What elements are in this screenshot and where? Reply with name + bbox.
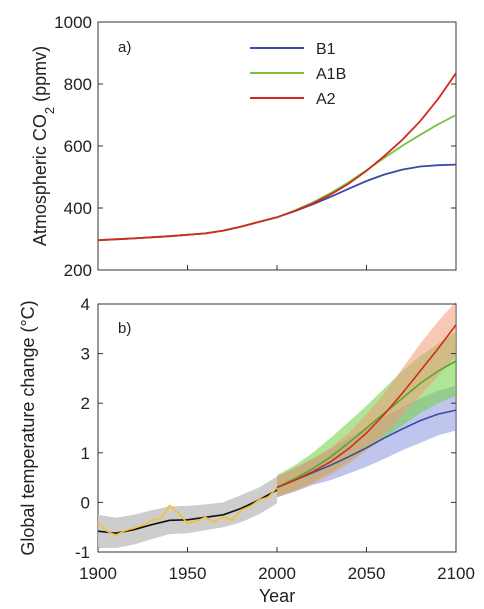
historical-range-band <box>98 476 277 548</box>
y-tick-label: 4 <box>81 295 90 314</box>
y-tick-label: 800 <box>64 75 92 94</box>
x-tick-label: 1900 <box>79 564 117 583</box>
y-tick-label: 2 <box>81 394 90 413</box>
panel-b-y-axis-label: Global temperature change (°C) <box>18 300 38 555</box>
observed-temperature-line <box>97 481 287 536</box>
x-tick-label: 2100 <box>437 564 475 583</box>
legend-label-a2: A2 <box>316 91 336 108</box>
co2-label-subscript: 2 <box>42 107 57 114</box>
temperature-line-a1b <box>276 360 457 489</box>
panel-b-series <box>97 324 457 536</box>
y-tick-label: 200 <box>64 261 92 280</box>
legend-label-a1b: A1B <box>316 66 346 83</box>
legend: B1 A1B A2 <box>250 41 346 108</box>
panel-b-uncertainty-bands <box>98 301 456 548</box>
temperature-line-a2 <box>276 324 457 489</box>
y-tick-label: 400 <box>64 199 92 218</box>
co2-line-b1 <box>97 163 457 242</box>
panel-a-y-ticks: 200 400 600 800 1000 <box>54 13 456 280</box>
panel-b-y-ticks: -1 0 1 2 3 4 <box>75 295 456 562</box>
panel-b-temperature: -1 0 1 2 3 4 1900 1950 2000 2050 2100 b) Global t… <box>18 295 475 606</box>
panel-a-co2: 200 400 600 800 1000 a) B1 A1B A2 Atmospheric … <box>30 13 457 280</box>
y-tick-label: 3 <box>81 345 90 364</box>
legend-label-b1: B1 <box>316 41 336 58</box>
y-tick-label: 600 <box>64 137 92 156</box>
co2-line-a2 <box>97 72 457 242</box>
historical-mean-line <box>97 489 278 535</box>
panel-b-x-ticks: 1900 1950 2000 2050 2100 <box>79 547 475 583</box>
panel-a-y-axis-label: Atmospheric CO2 (ppmv) <box>30 46 57 246</box>
x-axis-label: Year <box>259 586 295 606</box>
y-tick-label: 1000 <box>54 13 92 32</box>
panel-a-label: a) <box>118 39 131 56</box>
y-tick-label: -1 <box>75 543 90 562</box>
co2-label-text: Atmospheric CO <box>30 114 50 246</box>
panel-a-series <box>97 72 457 242</box>
y-tick-label: 0 <box>81 493 90 512</box>
x-tick-label: 2050 <box>348 564 386 583</box>
x-tick-label: 2000 <box>258 564 296 583</box>
x-tick-label: 1950 <box>169 564 207 583</box>
panel-b-label: b) <box>118 320 131 337</box>
co2-label-unit: (ppmv) <box>30 46 50 107</box>
y-tick-label: 1 <box>81 444 90 463</box>
co2-line-a1b <box>97 114 457 242</box>
